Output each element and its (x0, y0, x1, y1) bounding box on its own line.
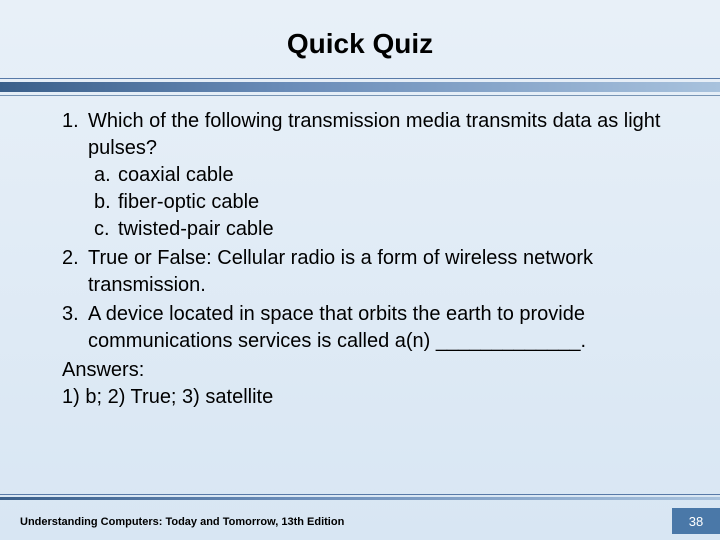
question-text: A device located in space that orbits th… (88, 301, 672, 355)
content-body: 1. Which of the following transmission m… (62, 108, 672, 411)
page-number-badge: 38 (672, 508, 720, 534)
option-text: coaxial cable (118, 162, 234, 189)
question-text: Which of the following transmission medi… (88, 108, 672, 162)
question-item: 3. A device located in space that orbits… (62, 301, 672, 355)
question-number: 2. (62, 245, 88, 299)
page-number: 38 (689, 514, 703, 529)
question-number: 1. (62, 108, 88, 162)
option-label: c. (94, 216, 118, 243)
slide: Quick Quiz 1. Which of the following tra… (0, 0, 720, 540)
question-number: 3. (62, 301, 88, 355)
option-label: a. (94, 162, 118, 189)
option-text: fiber-optic cable (118, 189, 259, 216)
option-text: twisted-pair cable (118, 216, 274, 243)
option-row: b. fiber-optic cable (62, 189, 672, 216)
answers-label: Answers: (62, 357, 672, 384)
option-row: c. twisted-pair cable (62, 216, 672, 243)
question-text: True or False: Cellular radio is a form … (88, 245, 672, 299)
footer-divider (0, 494, 720, 500)
slide-title: Quick Quiz (0, 28, 720, 60)
footer-text: Understanding Computers: Today and Tomor… (20, 516, 344, 528)
option-label: b. (94, 189, 118, 216)
option-row: a. coaxial cable (62, 162, 672, 189)
answers-line: 1) b; 2) True; 3) satellite (62, 384, 672, 411)
question-item: 2. True or False: Cellular radio is a fo… (62, 245, 672, 299)
title-divider (0, 78, 720, 94)
question-item: 1. Which of the following transmission m… (62, 108, 672, 243)
title-area: Quick Quiz (0, 0, 720, 68)
